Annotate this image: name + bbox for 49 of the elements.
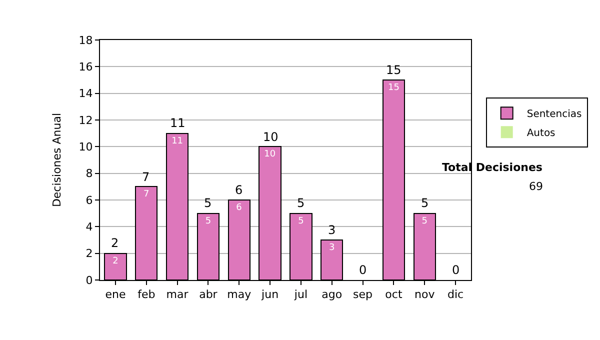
- x-tick-label: feb: [138, 288, 156, 302]
- data-label: 10: [264, 150, 276, 160]
- y-tick-label: 12: [78, 114, 93, 127]
- annotation: Total Decisiones: [442, 161, 543, 174]
- x-tick-label: may: [227, 288, 252, 302]
- x-tick-label: ene: [105, 288, 126, 302]
- x-tick-label: sep: [353, 288, 373, 302]
- data-label: 6: [236, 203, 242, 213]
- data-label: 5: [205, 216, 212, 226]
- x-tick-label: nov: [414, 288, 436, 302]
- x-tick-label: abr: [199, 288, 218, 302]
- y-tick-label: 18: [78, 34, 93, 47]
- data-label: 11: [172, 136, 184, 146]
- data-label: 7: [144, 190, 150, 200]
- total-label: 0: [359, 263, 367, 277]
- y-axis-title: Decisiones Anual: [50, 112, 64, 208]
- text: 69: [529, 180, 543, 193]
- total-label: 5: [297, 196, 305, 210]
- total-label: 6: [235, 183, 243, 197]
- total-label: 3: [328, 223, 336, 237]
- data-label: 3: [329, 243, 335, 253]
- total-label: 0: [452, 263, 460, 277]
- x-tick-label: jul: [293, 288, 308, 302]
- y-tick-label: 14: [78, 87, 93, 100]
- y-tick-label: 8: [86, 167, 93, 180]
- total-label: 5: [421, 196, 429, 210]
- x-tick-label: ago: [322, 288, 342, 302]
- x-tick-label: oct: [385, 288, 403, 302]
- y-tick-label: 2: [86, 247, 93, 260]
- total-label: 10: [263, 130, 278, 144]
- legend-label: Autos: [526, 128, 556, 139]
- data-label: 5: [422, 216, 428, 226]
- x-tick-label: dic: [447, 288, 464, 302]
- y-tick-label: 6: [86, 194, 93, 207]
- y-tick-label: 4: [86, 220, 93, 234]
- data-label: 2: [112, 256, 118, 266]
- total-label: 5: [204, 196, 212, 210]
- y-tick-label: 10: [78, 140, 93, 154]
- data-label: 15: [388, 83, 400, 93]
- total-label: 7: [142, 170, 150, 184]
- data-label: 5: [298, 216, 304, 226]
- legend-label: Sentencias: [526, 109, 582, 120]
- y-tick-label: 16: [78, 60, 93, 74]
- x-tick-label: jun: [260, 288, 279, 302]
- total-label: 11: [170, 116, 186, 130]
- y-tick-label: 0: [86, 274, 93, 287]
- total-label: 2: [111, 236, 119, 250]
- x-tick-label: mar: [166, 288, 189, 302]
- total-label: 15: [386, 63, 402, 77]
